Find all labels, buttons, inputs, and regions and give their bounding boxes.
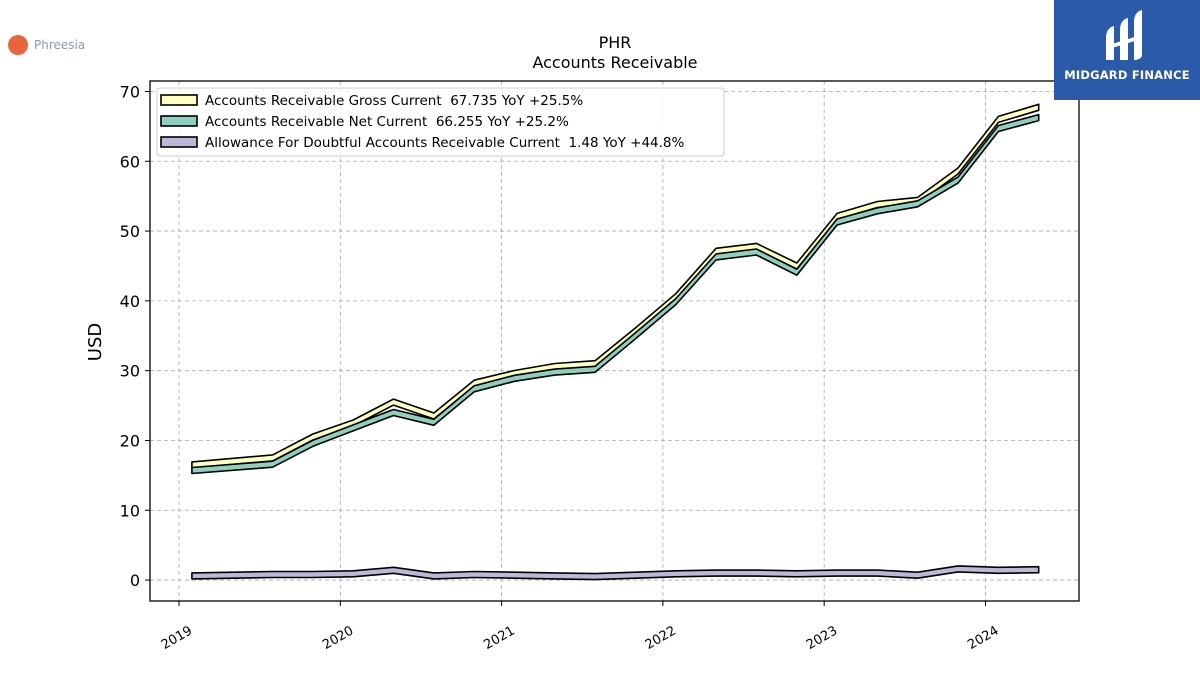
y-tick-label: 40	[120, 292, 140, 311]
y-axis-label: USD	[85, 323, 106, 361]
legend-box	[156, 87, 725, 157]
legend-swatch	[160, 115, 198, 127]
x-tick-label: 2024	[965, 623, 1001, 653]
y-tick-label: 60	[120, 152, 140, 171]
legend-swatch	[160, 136, 198, 148]
y-tick-label: 50	[120, 222, 140, 241]
phreesia-logo: Phreesia	[8, 35, 85, 55]
midgard-finance-logo: MIDGARD FINANCE	[1054, 0, 1200, 100]
legend-label: Allowance For Doubtful Accounts Receivab…	[205, 135, 685, 151]
phreesia-logo-dot-icon	[8, 35, 28, 55]
phreesia-logo-text: Phreesia	[34, 38, 86, 52]
x-tick-label: 2020	[320, 623, 356, 653]
y-tick-label: 20	[120, 431, 140, 450]
x-tick-label: 2022	[643, 623, 679, 653]
chart-title: PHR	[599, 33, 632, 52]
plot-frame	[149, 80, 1080, 602]
legend-label: Accounts Receivable Gross Current 67.735…	[205, 93, 583, 109]
legend-swatch	[160, 94, 198, 106]
y-tick-label: 70	[120, 82, 140, 101]
y-tick-label: 10	[120, 501, 140, 520]
y-tick-label: 30	[120, 362, 140, 381]
series-ribbon-2	[191, 113, 1040, 475]
series-ribbon-1	[191, 103, 1040, 469]
y-tick-label: 0	[130, 571, 140, 590]
midgard-logo-text: MIDGARD FINANCE	[1064, 68, 1190, 82]
x-tick-label: 2023	[804, 623, 840, 653]
series-ribbon-3	[191, 565, 1040, 581]
x-tick-label: 2021	[481, 623, 517, 653]
midgard-logo-mark-icon	[1106, 10, 1142, 60]
legend-label: Accounts Receivable Net Current 66.255 Y…	[205, 114, 569, 130]
legend: Accounts Receivable Gross Current 67.735…	[156, 87, 725, 157]
chart-subtitle: Accounts Receivable	[532, 53, 697, 72]
x-tick-label: 2019	[159, 623, 195, 653]
grid-lines	[150, 81, 1079, 601]
series-layer	[191, 103, 1040, 581]
